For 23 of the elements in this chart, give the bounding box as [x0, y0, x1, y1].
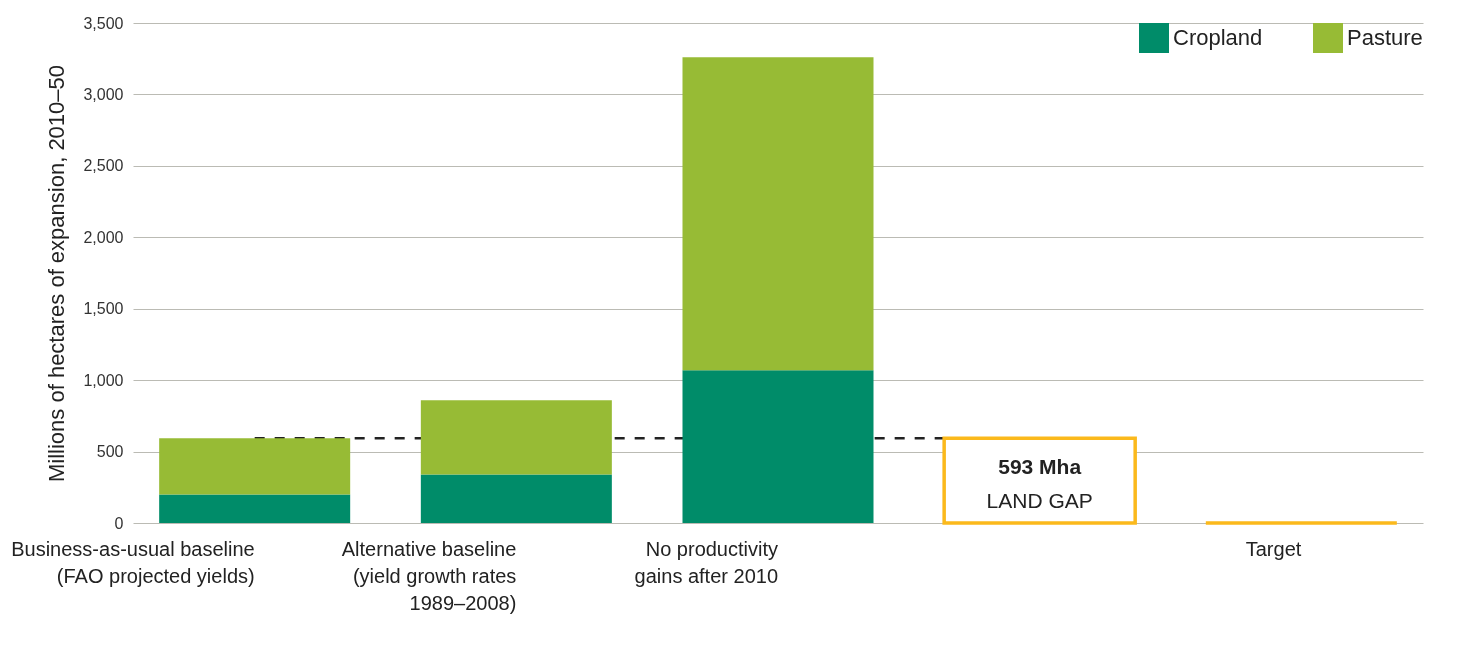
legend-label: Cropland — [1173, 25, 1263, 50]
bar — [682, 57, 874, 371]
y-tick-label: 0 — [114, 514, 124, 532]
y-tick-label: 2,500 — [83, 157, 124, 175]
y-tick-label: 1,000 — [83, 371, 124, 389]
y-tick-label: 2,000 — [83, 228, 124, 246]
y-tick-label: 3,500 — [83, 14, 124, 32]
annotation: 593 Mha — [998, 454, 1082, 478]
annotation: LAND GAP — [986, 488, 1093, 512]
x-tick-label: Business-as-usual baseline (FAO projected yields) — [11, 537, 255, 587]
x-tick-label: No productivity gains after 2010 — [634, 537, 778, 587]
x-tick-label: Target — [1245, 537, 1302, 560]
bar — [682, 370, 874, 523]
bar — [420, 400, 612, 475]
bar — [159, 438, 351, 495]
y-tick-label: 500 — [96, 443, 124, 461]
bar — [159, 494, 351, 523]
y-axis-title: Millions of hectares of expansion, 2010–50 — [44, 64, 70, 483]
y-tick-label: 3,000 — [83, 85, 124, 103]
legend-label: Pasture — [1347, 25, 1423, 50]
y-tick-label: 1,500 — [83, 300, 124, 318]
x-tick-label: Alternative baseline (yield growth rates 1989–2008) — [341, 537, 517, 614]
bar — [420, 474, 612, 523]
